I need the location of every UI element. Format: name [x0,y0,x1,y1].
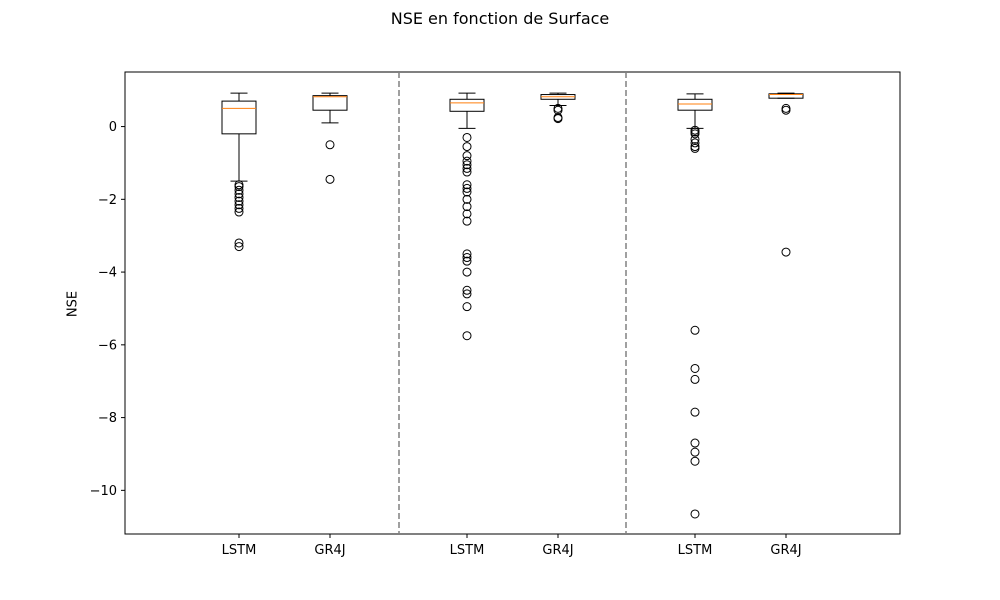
outlier-point [690,134,700,144]
y-tick-label: −2 [98,193,117,208]
outlier-point [325,140,335,150]
outlier-point [462,180,472,190]
outlier-point [690,129,700,139]
outlier-point [462,267,472,277]
outlier-point [690,509,700,519]
box [312,95,348,111]
outlier-point [462,156,472,166]
outlier-point [781,103,791,113]
outlier-point [462,249,472,259]
outlier-point [462,202,472,212]
outlier-point [690,456,700,466]
outlier-point [234,203,244,213]
x-tick-label: GR4J [314,543,345,558]
outlier-point [462,183,472,193]
outlier-point [462,163,472,173]
outlier-point [234,182,244,192]
box [221,100,257,135]
outlier-point [462,167,472,177]
box [449,98,485,112]
outlier-point [690,363,700,373]
outlier-point [462,216,472,226]
outlier-point [462,132,472,142]
outlier-point [234,238,244,248]
outlier-point [325,174,335,184]
outlier-point [781,105,791,115]
outlier-point [462,209,472,219]
chart-title: NSE en fonction de Surface [390,9,610,28]
outlier-point [690,138,700,148]
outlier-point [690,143,700,153]
outlier-point [234,193,244,203]
y-tick-label: −8 [98,411,117,426]
outlier-point [690,374,700,384]
outlier-point [462,187,472,197]
outlier-point [234,189,244,199]
outlier-point [462,289,472,299]
outlier-point [462,151,472,161]
y-tick-label: −6 [98,338,117,353]
x-tick-label: LSTM [450,543,485,558]
outlier-point [234,200,244,210]
outlier-point [234,242,244,252]
outlier-point [234,185,244,195]
outlier-point [462,142,472,152]
y-tick-label: 0 [109,120,117,135]
outlier-point [462,194,472,204]
y-tick-label: −10 [90,484,117,499]
plot-frame [124,71,901,535]
outlier-point [690,447,700,457]
outlier-point [462,253,472,263]
outlier-point [690,438,700,448]
x-tick-label: GR4J [770,543,801,558]
outlier-point [462,285,472,295]
x-tick-label: GR4J [542,543,573,558]
outlier-point [462,302,472,312]
outlier-point [690,407,700,417]
outlier-point [462,256,472,266]
box [768,93,804,99]
outlier-point [234,196,244,206]
outlier-point [234,207,244,217]
outlier-point [553,114,563,124]
x-tick-label: LSTM [678,543,713,558]
y-tick-label: −4 [98,266,117,281]
outlier-point [462,160,472,170]
outlier-point [781,247,791,257]
box [677,98,713,111]
outlier-point [462,331,472,341]
x-tick-label: LSTM [222,543,257,558]
outlier-point [690,325,700,335]
